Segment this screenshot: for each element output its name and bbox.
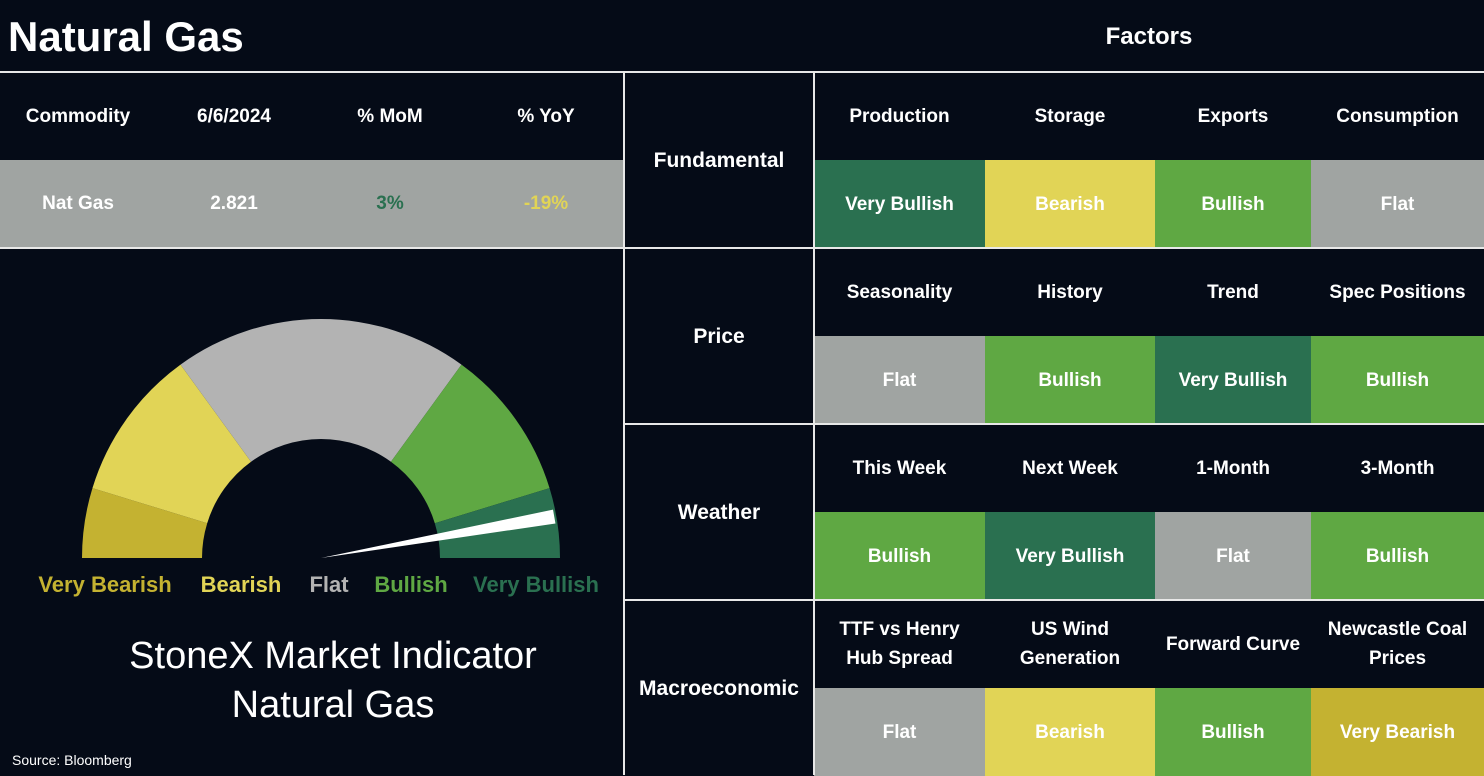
factor-signal: Flat [1155, 512, 1311, 600]
gauge-label: Flat [309, 572, 349, 597]
divider [0, 247, 624, 249]
divider [0, 71, 1484, 73]
factor-label: Production [849, 105, 950, 127]
factor-signal: Flat [1311, 160, 1484, 248]
factor-group: Price [693, 324, 745, 348]
factor-signal: Bearish [985, 160, 1155, 248]
factor-label: 1-Month [1196, 457, 1270, 479]
factor-label: Trend [1207, 281, 1259, 303]
gauge-segment [82, 488, 208, 558]
gauge-title: StoneX Market Indicator [129, 635, 537, 677]
factor-group: Macroeconomic [639, 676, 799, 700]
summary-header: % YoY [517, 105, 575, 127]
gauge-segment [92, 364, 252, 524]
factor-group: Fundamental [653, 148, 785, 172]
factors-title: Factors [1105, 22, 1193, 50]
gauge-label: Very Bearish [38, 572, 171, 597]
summary-header: Commodity [25, 105, 131, 127]
factor-signal: Bullish [814, 512, 985, 600]
factor-signal: Very Bullish [814, 160, 985, 248]
factor-label: Storage [1034, 105, 1106, 127]
factor-signal: Bullish [1311, 336, 1484, 424]
factor-signal: Very Bearish [1311, 688, 1484, 776]
summary-value: 2.821 [210, 193, 258, 214]
gauge-label: Bullish [374, 572, 447, 597]
summary-value: 3% [376, 193, 404, 214]
summary-value: Nat Gas [42, 193, 114, 214]
factor-signal: Flat [814, 336, 985, 424]
summary-row-bg [0, 160, 624, 247]
gauge-segment [390, 364, 550, 524]
source: Source: Bloomberg [12, 751, 132, 768]
factor-label: Seasonality [846, 281, 953, 303]
gauge-title: Natural Gas [232, 684, 435, 726]
divider [623, 72, 625, 775]
summary-value: -19% [523, 193, 569, 214]
factor-group: Weather [677, 500, 761, 524]
factor-label: Exports [1197, 105, 1269, 127]
factor-signal: Very Bullish [985, 512, 1155, 600]
gauge-label: Very Bullish [473, 572, 599, 597]
summary-header: % MoM [357, 105, 423, 127]
factor-signal: Bullish [1311, 512, 1484, 600]
factor-label: Next Week [1022, 457, 1118, 479]
gauge-label: Bearish [201, 572, 282, 597]
divider [813, 72, 815, 775]
divider [624, 247, 1484, 249]
gauge-needle [321, 509, 556, 558]
factor-label: Newcastle Coal Prices [1327, 619, 1468, 669]
factor-label: This Week [852, 457, 947, 479]
factor-signal: Very Bullish [1155, 336, 1311, 424]
factor-label: 3-Month [1360, 457, 1435, 479]
divider [624, 423, 1484, 425]
gauge-segment [180, 319, 462, 462]
factor-label: Spec Positions [1329, 281, 1466, 303]
page-title: Natural Gas [8, 12, 244, 60]
gauge: Very Bearish Bearish Flat Bullish Very Bulli… [38, 319, 599, 726]
factor-label: Consumption [1336, 105, 1459, 127]
summary-header: 6/6/2024 [197, 105, 271, 127]
factor-signal: Bearish [985, 688, 1155, 776]
divider [624, 599, 1484, 601]
factor-label: TTF vs Henry Hub Spread [839, 619, 960, 669]
factor-label: Forward Curve [1165, 633, 1301, 655]
factor-label: US Wind Generation [1019, 619, 1121, 669]
factor-signal: Bullish [1155, 688, 1311, 776]
factor-signal: Flat [814, 688, 985, 776]
factor-signal: Bullish [985, 336, 1155, 424]
factor-label: History [1037, 281, 1103, 303]
factor-signal: Bullish [1155, 160, 1311, 248]
